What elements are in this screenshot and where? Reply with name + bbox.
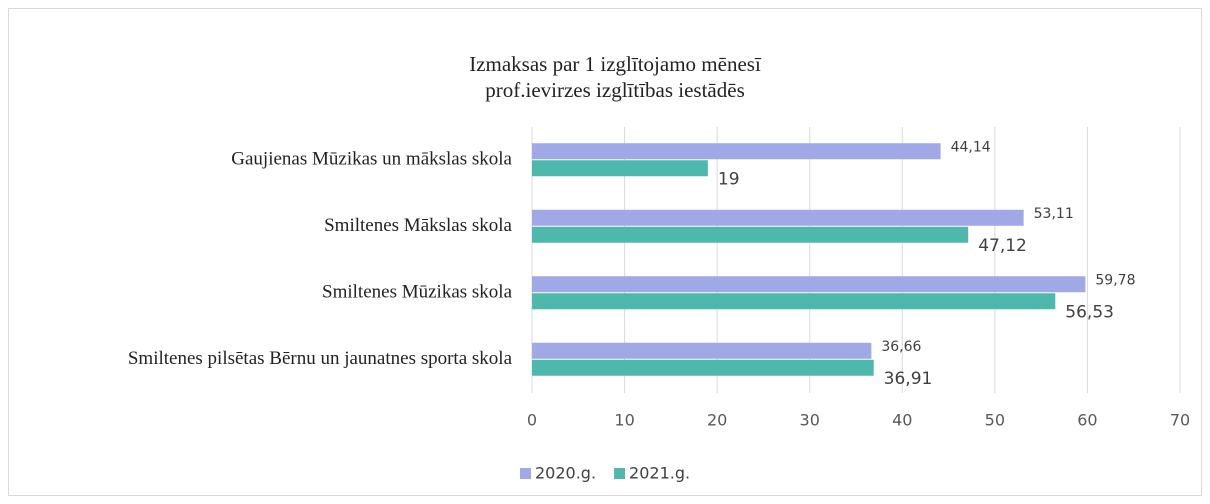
x-tick-label: 0 (527, 411, 537, 430)
chart-title: Izmaksas par 1 izglītojamo mēnesī (469, 52, 762, 76)
value-label: 36,91 (884, 369, 933, 389)
legend-swatch (520, 468, 531, 479)
legend-swatch (614, 468, 626, 479)
value-label: 59,78 (1095, 272, 1135, 288)
x-tick-label: 50 (985, 411, 1005, 430)
chart-border (8, 8, 1202, 496)
value-label: 53,11 (1034, 206, 1074, 222)
chart-title: prof.ievirzes izglītības iestādēs (485, 78, 745, 102)
legend-label: 2020.g. (535, 464, 596, 483)
bar (532, 276, 1086, 293)
bar (532, 160, 708, 177)
bar (532, 342, 872, 359)
value-label: 19 (718, 169, 740, 189)
category-label: Smiltenes Mākslas skola (324, 215, 512, 236)
legend-label: 2021.g. (629, 464, 690, 483)
category-label: Smiltenes Mūzikas skola (322, 282, 513, 303)
value-label: 44,14 (951, 139, 991, 155)
x-tick-label: 70 (1170, 411, 1190, 430)
x-tick-label: 30 (800, 411, 820, 430)
bar (532, 226, 969, 243)
x-tick-label: 40 (892, 411, 912, 430)
x-tick-label: 20 (707, 411, 727, 430)
category-label: Gaujienas Mūzikas un mākslas skola (231, 149, 512, 170)
value-label: 36,66 (881, 339, 921, 355)
value-label: 56,53 (1065, 302, 1114, 322)
value-label: 47,12 (978, 236, 1027, 256)
bar (532, 359, 874, 376)
bar (532, 293, 1056, 310)
bar (532, 143, 941, 160)
x-tick-label: 10 (614, 411, 634, 430)
category-label: Smiltenes pilsētas Bērnu un jaunatnes sp… (128, 348, 513, 369)
x-tick-label: 60 (1077, 411, 1097, 430)
bar (532, 209, 1024, 226)
